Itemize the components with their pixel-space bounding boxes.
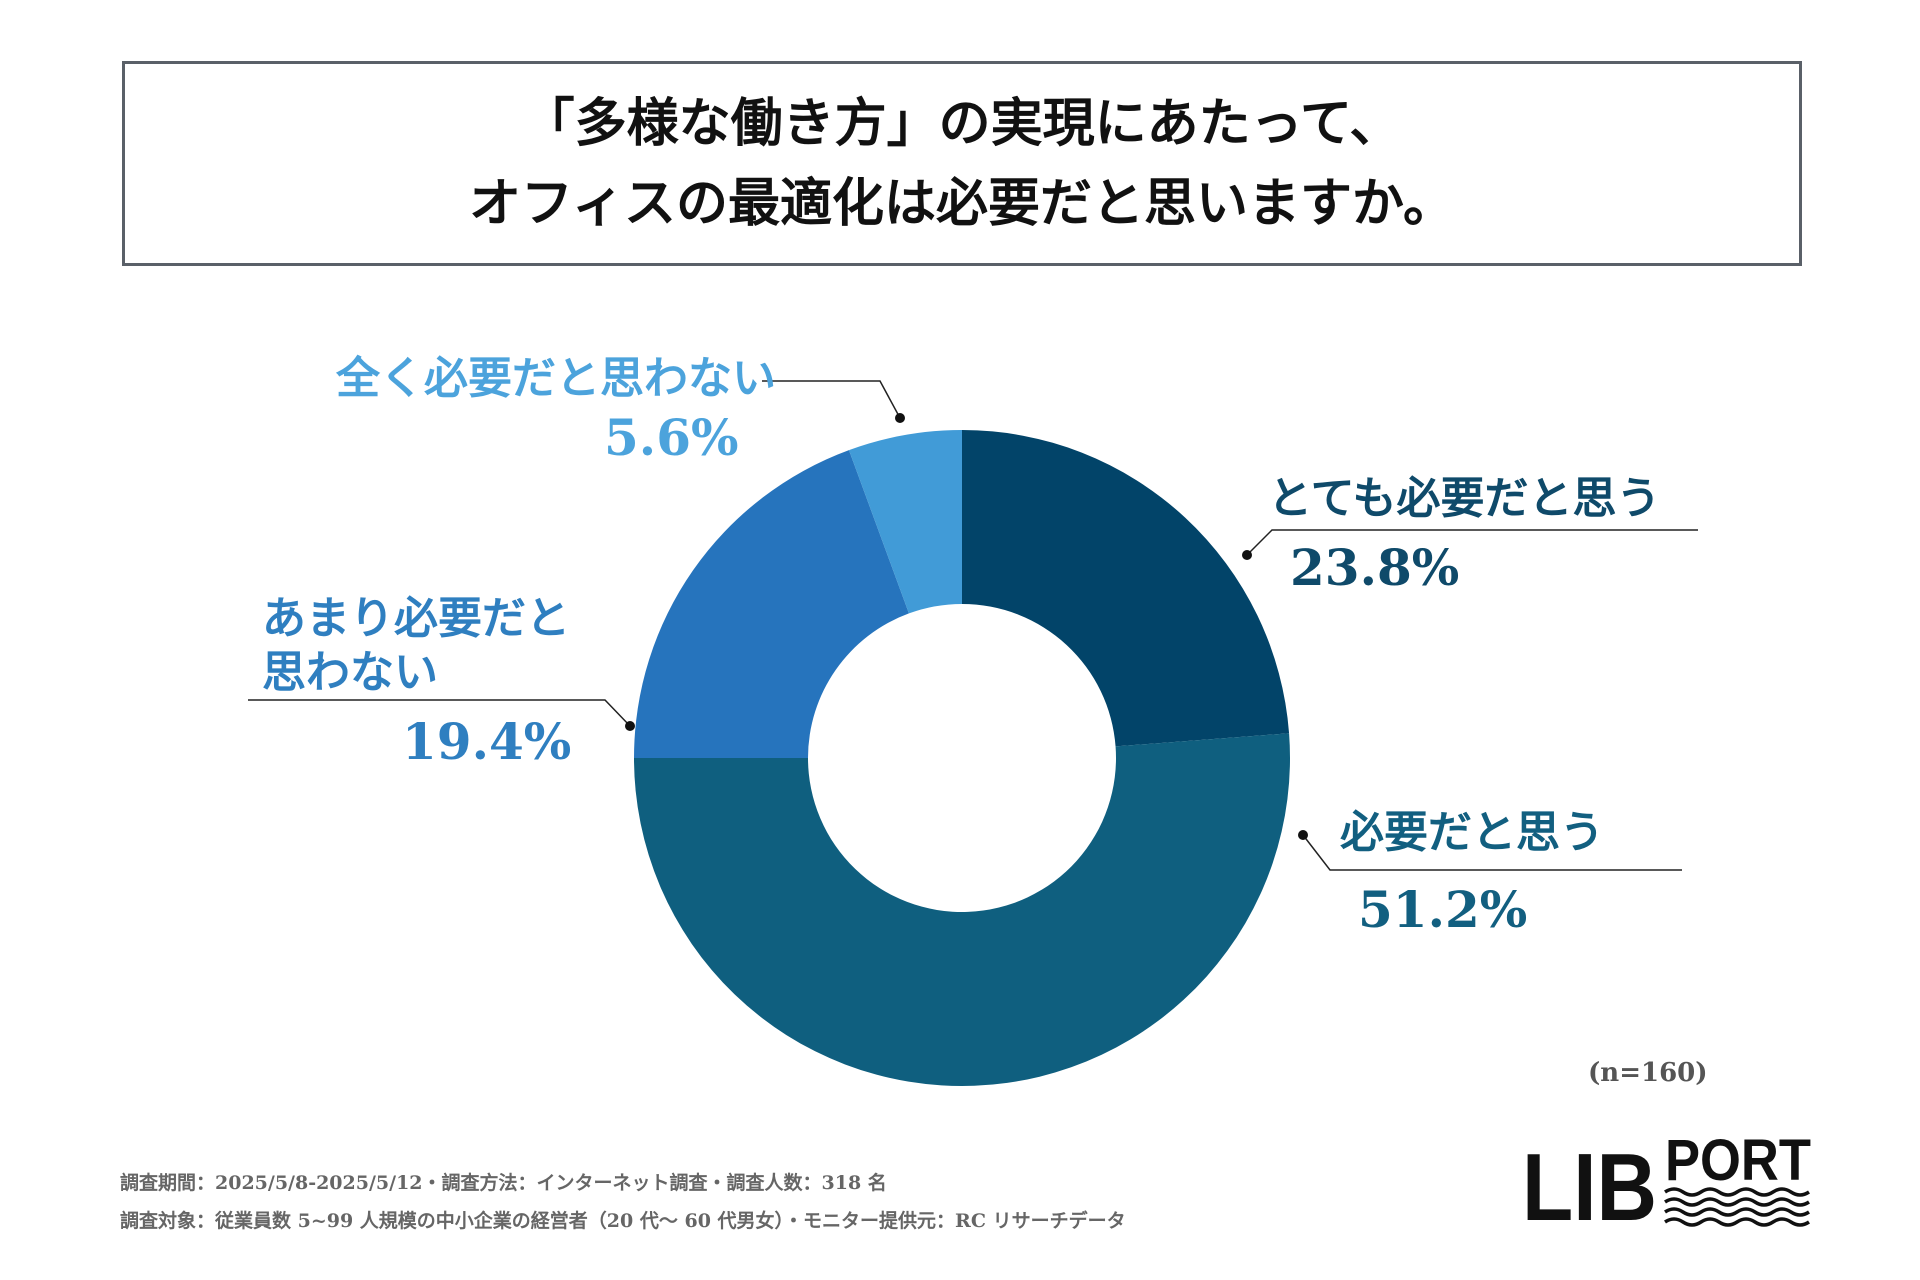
- leader-dot-s1: [1242, 550, 1252, 560]
- label-s3-name-line2: 思わない: [262, 647, 438, 698]
- leader-line-s4: [762, 380, 901, 419]
- donut-slices: [634, 430, 1290, 1086]
- donut-slice-2: [634, 733, 1290, 1086]
- libport-logo: LIB PORT: [1522, 1128, 1811, 1230]
- logo-waves: [1664, 1187, 1810, 1227]
- label-s3-name-line1: あまり必要だと: [262, 593, 570, 644]
- label-s3-pct: 19.4%: [402, 712, 572, 771]
- leader-line-s2: [1302, 834, 1682, 871]
- label-s2-pct: 51.2%: [1358, 880, 1528, 939]
- label-s2-name: 必要だと思う: [1340, 807, 1604, 858]
- label-s1-pct: 23.8%: [1290, 538, 1460, 597]
- label-s4-name: 全く必要だと思わない: [336, 353, 776, 404]
- donut-slice-1: [962, 430, 1290, 747]
- leader-dot-s2: [1298, 830, 1308, 840]
- logo-port-text: PORT: [1665, 1128, 1811, 1193]
- leader-line-s3: [248, 699, 631, 727]
- title-line-1: 「多様な働き方」の実現にあたって、: [522, 92, 1402, 154]
- donut-slice-4: [848, 430, 962, 614]
- leader-lines: [248, 380, 1698, 871]
- leader-dot-s4: [895, 413, 905, 423]
- footnote-line-2: 調査対象：従業員数 5~99 人規模の中小企業の経営者（20 代〜 60 代男女…: [120, 1210, 1126, 1232]
- title-box: 「多様な働き方」の実現にあたって、 オフィスの最適化は必要だと思いますか。: [122, 61, 1802, 266]
- footnote-line-1: 調査期間：2025/5/8-2025/5/12・調査方法：インターネット調査・調…: [120, 1172, 887, 1194]
- logo-lib-text: LIB: [1522, 1134, 1657, 1230]
- donut-slice-3: [634, 450, 909, 758]
- title-line-2: オフィスの最適化は必要だと思いますか。: [469, 172, 1455, 234]
- leader-dot-s3: [625, 721, 635, 731]
- label-s1-name: とても必要だと思う: [1268, 473, 1661, 524]
- label-s4-pct: 5.6%: [604, 408, 739, 467]
- sample-size: (n=160): [1588, 1058, 1708, 1088]
- leader-line-s1: [1246, 529, 1698, 556]
